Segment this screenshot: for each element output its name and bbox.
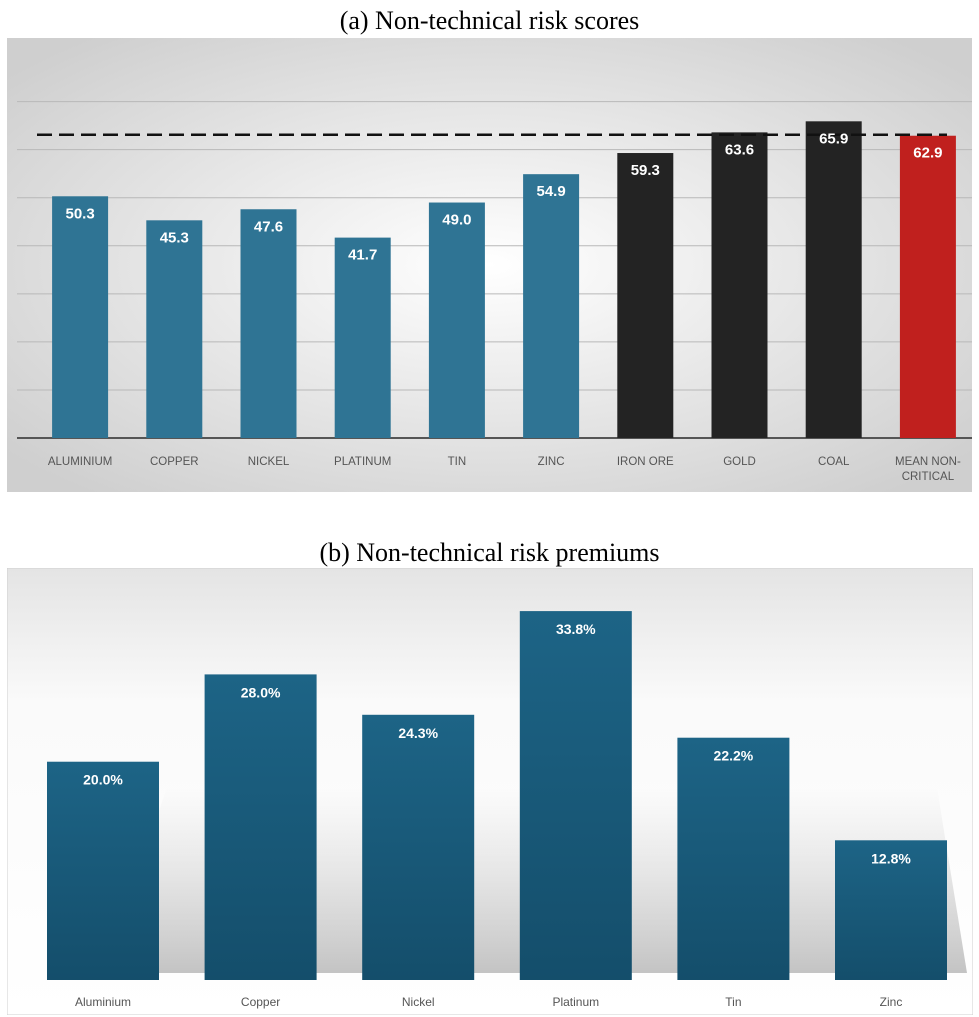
bar-copper	[204, 674, 317, 980]
risk-scores-chart: 50.3 45.3 47.6 41.7 49.0 54.9 59.3 63.6 65.9 62.9…	[7, 38, 972, 492]
bar-tin	[677, 737, 790, 980]
bar-iron-ore	[617, 153, 674, 438]
bar-mean-non-critical	[899, 135, 956, 438]
bar-tin	[428, 202, 485, 438]
bar-nickel	[240, 209, 297, 438]
x-tick-label: CRITICAL	[902, 471, 955, 483]
bar-platinum	[334, 237, 391, 438]
bar-nickel	[362, 714, 475, 980]
data-label: 65.9	[819, 130, 848, 147]
x-tick-label: NICKEL	[248, 456, 290, 468]
data-label: 45.3	[160, 229, 189, 246]
x-tick-label: PLATINUM	[334, 456, 391, 468]
caption-risk-premiums: (b) Non-technical risk premiums	[319, 538, 660, 567]
x-tick-label: COPPER	[150, 456, 199, 468]
bar-gold	[711, 132, 768, 438]
data-label: 22.2%	[714, 748, 754, 764]
data-label: 49.0	[442, 212, 471, 229]
data-label: 12.8%	[871, 850, 911, 866]
data-label: 47.6	[254, 218, 283, 235]
data-label: 62.9	[913, 145, 942, 162]
data-label: 50.3	[65, 205, 94, 222]
x-tick-label: Platinum	[552, 995, 599, 1009]
data-label: 33.8%	[556, 621, 596, 637]
x-tick-label: ALUMINIUM	[48, 456, 113, 468]
x-tick-label: IRON ORE	[617, 456, 674, 468]
data-label: 59.3	[631, 162, 660, 179]
data-label: 20.0%	[83, 772, 123, 788]
x-tick-label: TIN	[448, 456, 467, 468]
bar-aluminium	[52, 196, 109, 438]
bar-zinc	[523, 174, 580, 439]
data-label: 41.7	[348, 247, 377, 264]
caption-risk-scores: (a) Non-technical risk scores	[339, 6, 640, 35]
bar-platinum	[519, 611, 632, 980]
x-tick-label: Nickel	[402, 995, 435, 1009]
x-tick-label: MEAN NON-	[895, 456, 961, 468]
risk-premiums-chart: 20.0% 28.0% 24.3% 33.8% 22.2% 12.8% Aluminium…	[7, 568, 973, 1015]
bar-aluminium	[47, 761, 159, 980]
data-label: 63.6	[725, 141, 754, 158]
x-tick-label: COAL	[818, 456, 850, 468]
bar-zinc	[835, 840, 947, 980]
x-tick-label: GOLD	[723, 456, 756, 468]
x-tick-label: Zinc	[880, 995, 903, 1009]
x-tick-label: Aluminium	[75, 995, 131, 1009]
bar-copper	[146, 220, 203, 438]
data-label: 28.0%	[241, 684, 281, 700]
data-label: 54.9	[536, 183, 565, 200]
x-tick-label: Copper	[241, 995, 280, 1009]
data-label: 24.3%	[398, 725, 438, 741]
bar-coal	[805, 121, 862, 438]
x-tick-label: Tin	[725, 995, 741, 1009]
x-tick-label: ZINC	[538, 456, 565, 468]
